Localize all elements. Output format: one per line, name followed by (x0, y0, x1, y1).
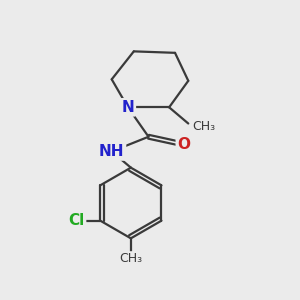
Text: O: O (177, 136, 190, 152)
Text: CH₃: CH₃ (193, 120, 216, 133)
Text: NH: NH (99, 144, 124, 159)
Text: CH₃: CH₃ (119, 252, 142, 266)
Text: N: N (122, 100, 134, 115)
Text: Cl: Cl (69, 213, 85, 228)
